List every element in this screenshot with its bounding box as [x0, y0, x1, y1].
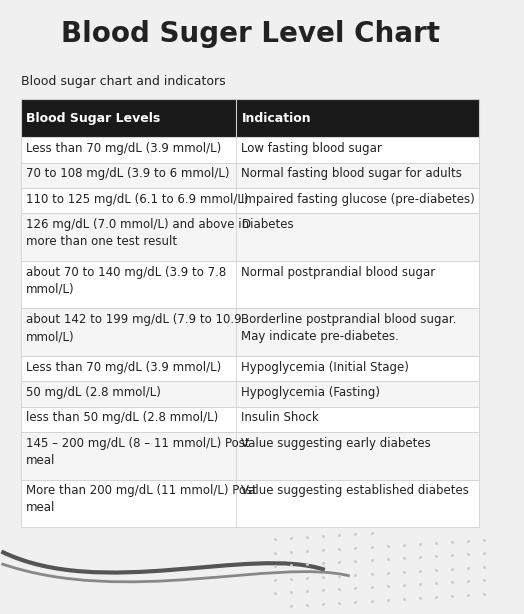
Text: Blood Suger Level Chart: Blood Suger Level Chart — [61, 20, 440, 48]
Bar — [21, 188, 479, 213]
Text: about 142 to 199 mg/dL (7.9 to 10.9
mmol/L): about 142 to 199 mg/dL (7.9 to 10.9 mmol… — [26, 313, 242, 343]
Text: Indication: Indication — [242, 112, 311, 125]
Text: 126 mg/dL (7.0 mmol/L) and above in
more than one test result: 126 mg/dL (7.0 mmol/L) and above in more… — [26, 218, 249, 248]
Text: Impaired fasting glucose (pre-diabetes): Impaired fasting glucose (pre-diabetes) — [242, 193, 475, 206]
Bar — [21, 406, 479, 432]
Text: Insulin Shock: Insulin Shock — [242, 411, 319, 424]
Text: less than 50 mg/dL (2.8 mmol/L): less than 50 mg/dL (2.8 mmol/L) — [26, 411, 219, 424]
Text: Value suggesting early diabetes: Value suggesting early diabetes — [242, 437, 431, 450]
Text: 70 to 108 mg/dL (3.9 to 6 mmol/L): 70 to 108 mg/dL (3.9 to 6 mmol/L) — [26, 168, 230, 181]
Text: Less than 70 mg/dL (3.9 mmol/L): Less than 70 mg/dL (3.9 mmol/L) — [26, 142, 222, 155]
Bar — [21, 356, 479, 381]
Text: 110 to 125 mg/dL (6.1 to 6.9 mmol/L): 110 to 125 mg/dL (6.1 to 6.9 mmol/L) — [26, 193, 249, 206]
Text: Blood Sugar Levels: Blood Sugar Levels — [26, 112, 160, 125]
Bar — [21, 163, 479, 188]
Text: 145 – 200 mg/dL (8 – 11 mmol/L) Post
meal: 145 – 200 mg/dL (8 – 11 mmol/L) Post mea… — [26, 437, 250, 467]
Bar — [21, 308, 479, 356]
Text: Normal fasting blood sugar for adults: Normal fasting blood sugar for adults — [242, 168, 462, 181]
Bar — [21, 99, 479, 137]
Text: Hypoglycemia (Fasting): Hypoglycemia (Fasting) — [242, 386, 380, 399]
Text: about 70 to 140 mg/dL (3.9 to 7.8
mmol/L): about 70 to 140 mg/dL (3.9 to 7.8 mmol/L… — [26, 266, 226, 296]
Text: Normal postprandial blood sugar: Normal postprandial blood sugar — [242, 266, 436, 279]
Bar — [21, 261, 479, 308]
Bar — [21, 137, 479, 163]
Text: Diabetes: Diabetes — [242, 218, 294, 231]
Text: 50 mg/dL (2.8 mmol/L): 50 mg/dL (2.8 mmol/L) — [26, 386, 161, 399]
Text: More than 200 mg/dL (11 mmol/L) Post
meal: More than 200 mg/dL (11 mmol/L) Post mea… — [26, 484, 257, 515]
Text: Hypoglycemia (Initial Stage): Hypoglycemia (Initial Stage) — [242, 361, 409, 374]
Text: Less than 70 mg/dL (3.9 mmol/L): Less than 70 mg/dL (3.9 mmol/L) — [26, 361, 222, 374]
Text: Value suggesting established diabetes: Value suggesting established diabetes — [242, 484, 470, 497]
Text: Low fasting blood sugar: Low fasting blood sugar — [242, 142, 383, 155]
Bar — [21, 480, 479, 527]
Bar — [21, 432, 479, 480]
Bar — [21, 213, 479, 261]
Text: Borderline postprandial blood sugar.
May indicate pre-diabetes.: Borderline postprandial blood sugar. May… — [242, 313, 457, 343]
Text: Blood sugar chart and indicators: Blood sugar chart and indicators — [21, 75, 226, 88]
Bar — [21, 381, 479, 406]
